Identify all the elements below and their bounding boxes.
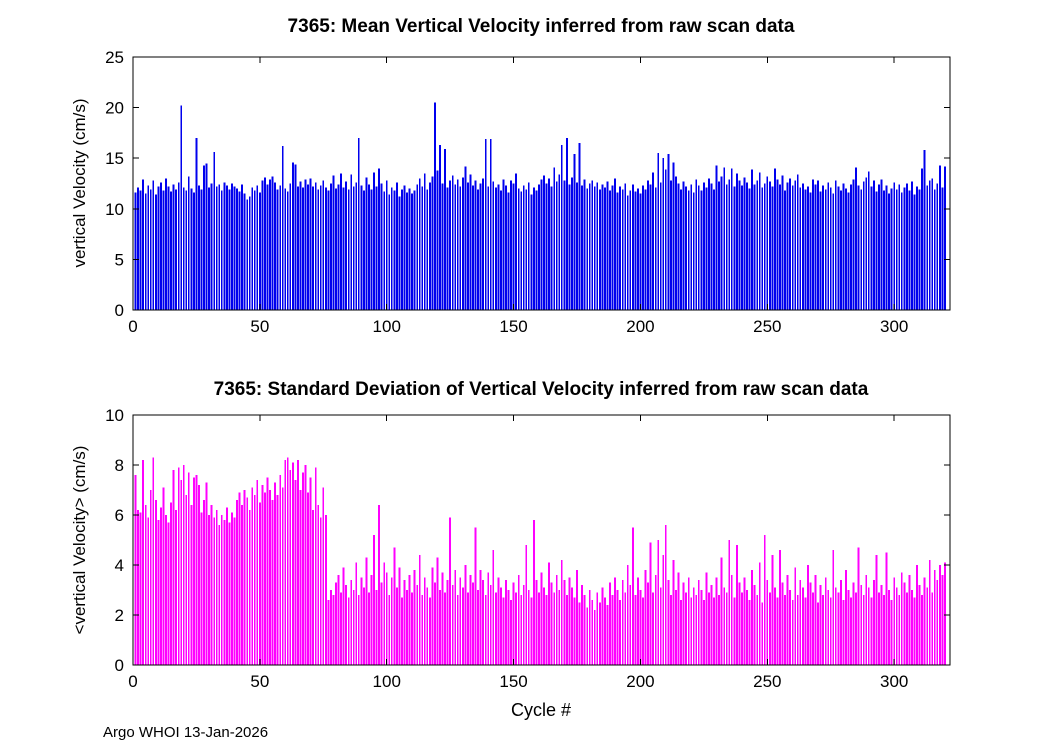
svg-text:6: 6: [115, 506, 124, 525]
svg-text:5: 5: [115, 250, 124, 269]
svg-text:0: 0: [115, 656, 124, 675]
svg-text:100: 100: [373, 672, 401, 691]
svg-text:10: 10: [105, 200, 124, 219]
axes-box: [132, 414, 951, 666]
svg-text:50: 50: [250, 317, 269, 336]
svg-text:150: 150: [499, 317, 527, 336]
svg-text:20: 20: [105, 99, 124, 118]
svg-text:200: 200: [626, 672, 654, 691]
svg-text:0: 0: [115, 301, 124, 320]
svg-text:8: 8: [115, 456, 124, 475]
chart2-xlabel: Cycle #: [510, 700, 572, 720]
std-vertical-velocity-bars: [134, 457, 946, 665]
svg-text:150: 150: [499, 672, 527, 691]
svg-text:0: 0: [128, 672, 137, 691]
svg-text:300: 300: [880, 317, 908, 336]
svg-text:0: 0: [128, 317, 137, 336]
svg-text:15: 15: [105, 149, 124, 168]
svg-text:100: 100: [373, 317, 401, 336]
svg-text:250: 250: [753, 672, 781, 691]
figure-footer: Argo WHOI 13-Jan-2026: [103, 724, 269, 741]
axes-box: [132, 56, 951, 311]
svg-text:4: 4: [115, 556, 124, 575]
svg-text:25: 25: [105, 48, 124, 67]
svg-text:2: 2: [115, 606, 124, 625]
chart1-title: 7365: Mean Vertical Velocity inferred fr…: [287, 16, 795, 37]
chart2-ylabel: <vertical Velocity> (cm/s): [70, 445, 89, 635]
chart1-ylabel: vertical Velocity (cm/s): [70, 98, 89, 268]
chart2-title: 7365: Standard Deviation of Vertical Vel…: [213, 379, 869, 400]
tick-labels: 0 50 100 150 200 250 300 0 2 4 6 8 10: [105, 406, 908, 691]
svg-text:50: 50: [250, 672, 269, 691]
svg-text:200: 200: [626, 317, 654, 336]
tick-marks: [132, 56, 950, 311]
svg-text:300: 300: [880, 672, 908, 691]
svg-text:250: 250: [753, 317, 781, 336]
mean-vertical-velocity-bars: [134, 102, 946, 310]
tick-marks: [132, 414, 950, 666]
tick-labels: 0 50 100 150 200 250 300 0 5 10 15 20 25: [105, 48, 908, 336]
svg-text:10: 10: [105, 406, 124, 425]
